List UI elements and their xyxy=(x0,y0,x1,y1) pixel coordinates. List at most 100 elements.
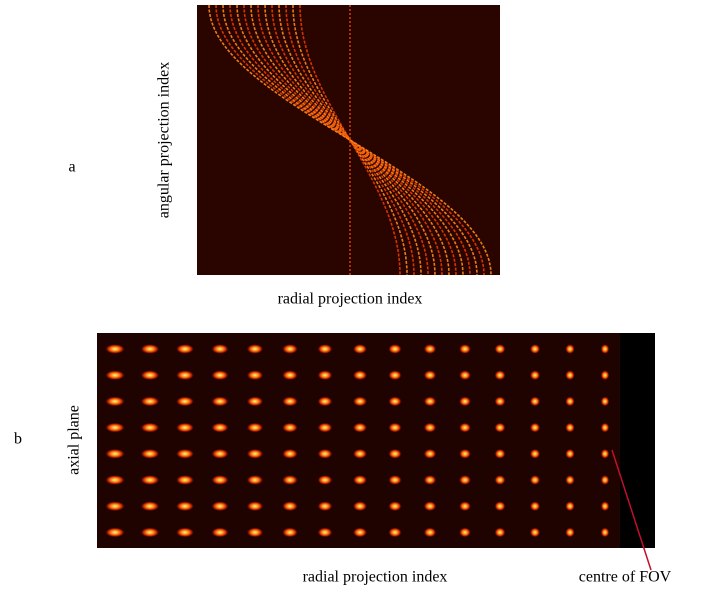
x-axis-label: radial projection index xyxy=(303,569,448,586)
blob xyxy=(282,527,298,537)
blob xyxy=(494,527,505,537)
sinogram-image xyxy=(197,5,500,275)
blob xyxy=(353,501,367,511)
blob xyxy=(424,527,437,537)
blob xyxy=(353,396,367,406)
blob xyxy=(317,475,332,485)
blob xyxy=(247,423,264,433)
blob xyxy=(247,344,264,354)
blob xyxy=(140,501,159,511)
blob xyxy=(211,475,229,485)
blob xyxy=(211,527,229,537)
blob xyxy=(247,527,264,537)
blob xyxy=(494,370,505,380)
blob xyxy=(317,501,332,511)
blob xyxy=(247,501,264,511)
x-axis-label: radial projection index xyxy=(278,291,423,308)
empty-region xyxy=(620,333,655,548)
blob xyxy=(140,344,159,354)
blob xyxy=(601,501,610,511)
blob xyxy=(530,344,540,354)
blob xyxy=(353,344,367,354)
blob xyxy=(105,501,125,511)
blob xyxy=(494,344,505,354)
blob xyxy=(140,423,159,433)
blob xyxy=(388,475,402,485)
blob xyxy=(530,396,540,406)
blob xyxy=(317,449,332,459)
blob xyxy=(530,501,540,511)
blob xyxy=(601,527,610,537)
blob xyxy=(601,396,610,406)
blob xyxy=(494,423,505,433)
blob xyxy=(424,344,437,354)
blob xyxy=(530,423,540,433)
blob xyxy=(459,370,471,380)
blob xyxy=(459,527,471,537)
blob xyxy=(211,423,229,433)
blob xyxy=(565,501,575,511)
blob xyxy=(424,449,437,459)
blob xyxy=(317,527,332,537)
figure: a angular projection index radial projec… xyxy=(0,0,713,595)
blob xyxy=(353,449,367,459)
axial-sinogram-image xyxy=(97,333,655,548)
panel-label: a xyxy=(68,159,75,176)
blob xyxy=(282,396,298,406)
blob xyxy=(459,501,471,511)
blob xyxy=(494,501,505,511)
blob xyxy=(317,396,332,406)
blob xyxy=(282,423,298,433)
blob xyxy=(530,527,540,537)
blob xyxy=(601,370,610,380)
blob xyxy=(388,423,402,433)
blob xyxy=(247,370,264,380)
blob xyxy=(105,396,125,406)
blob xyxy=(565,396,575,406)
blob xyxy=(176,449,194,459)
blob xyxy=(105,527,125,537)
blob xyxy=(247,475,264,485)
blob xyxy=(282,501,298,511)
blob xyxy=(388,396,402,406)
blob xyxy=(282,475,298,485)
blob xyxy=(247,449,264,459)
blob xyxy=(140,449,159,459)
blob xyxy=(601,423,610,433)
axial-background xyxy=(97,333,655,548)
blob xyxy=(317,344,332,354)
blob xyxy=(176,370,194,380)
blob xyxy=(105,475,125,485)
blob xyxy=(424,370,437,380)
blob xyxy=(353,370,367,380)
blob xyxy=(424,423,437,433)
y-axis-label: angular projection index xyxy=(156,62,173,218)
blob xyxy=(105,370,125,380)
blob xyxy=(494,396,505,406)
blob xyxy=(601,344,610,354)
blob xyxy=(317,370,332,380)
panel-label: b xyxy=(14,431,22,448)
blob xyxy=(601,449,610,459)
blob xyxy=(530,449,540,459)
blob xyxy=(494,449,505,459)
blob xyxy=(176,527,194,537)
blob xyxy=(353,475,367,485)
blob xyxy=(424,475,437,485)
blob xyxy=(565,449,575,459)
blob xyxy=(601,475,610,485)
blob xyxy=(140,527,159,537)
blob xyxy=(388,501,402,511)
blob xyxy=(282,370,298,380)
blob xyxy=(353,527,367,537)
blob xyxy=(317,423,332,433)
blob xyxy=(176,475,194,485)
blob xyxy=(140,475,159,485)
blob xyxy=(565,423,575,433)
blob xyxy=(176,344,194,354)
blob xyxy=(530,475,540,485)
blob xyxy=(282,344,298,354)
blob xyxy=(565,527,575,537)
blob xyxy=(211,501,229,511)
blob xyxy=(459,423,471,433)
